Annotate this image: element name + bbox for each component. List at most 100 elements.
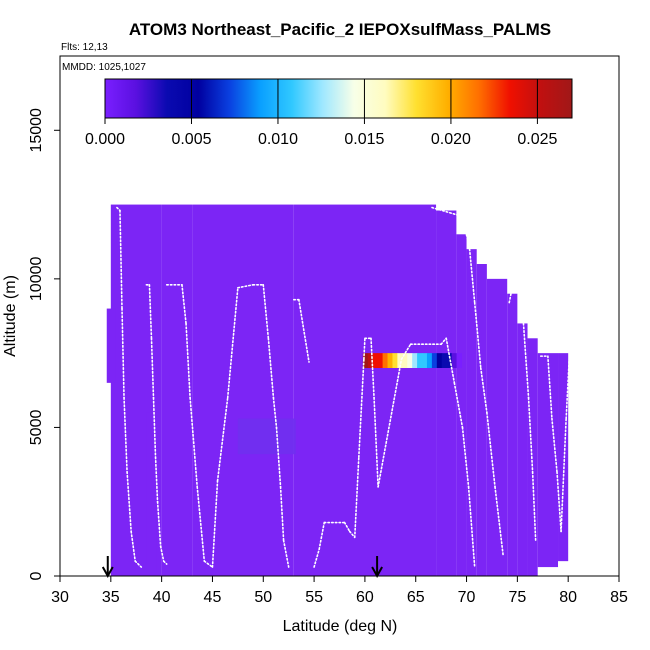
track-segment (216, 396, 229, 482)
track-segment (508, 281, 515, 304)
track-segment (486, 411, 496, 488)
track-segment (353, 456, 360, 539)
heatmap-cell (192, 204, 294, 576)
track-segment (522, 322, 530, 399)
track-segment (154, 456, 159, 503)
track-segment (440, 337, 448, 346)
colorbar-tick-label: 0.005 (171, 131, 211, 148)
y-axis: 0 5000 10000 15000 (28, 108, 60, 580)
track-segment (431, 206, 464, 218)
track-segment (148, 283, 153, 340)
track-segment (282, 539, 290, 568)
x-tick-label: 45 (204, 589, 222, 606)
track-segment (185, 322, 191, 399)
heatmap-cell (293, 204, 437, 576)
track-segment (527, 396, 534, 473)
track-segment (565, 358, 570, 420)
track-segment (150, 337, 155, 399)
track-segment (267, 337, 275, 399)
track-segment (237, 283, 254, 289)
heatmap-cell (537, 353, 559, 568)
anomaly-cell (382, 353, 389, 368)
anomaly-cell (397, 353, 403, 368)
heatmap-cell (476, 264, 487, 576)
anomaly-cell (377, 353, 384, 368)
flights-label: Flts: 12,13 (61, 42, 108, 53)
anomaly-cell (422, 353, 428, 368)
track-segment (556, 471, 562, 533)
heatmap-cell (527, 338, 538, 576)
track-segment (313, 548, 320, 568)
track-segment (189, 396, 199, 488)
track-segment (445, 337, 456, 384)
track-segment (203, 560, 214, 568)
y-tick-label: 15000 (28, 108, 45, 153)
anomaly-cell (431, 353, 438, 368)
track-segment (370, 337, 375, 399)
anomaly-cell (451, 353, 458, 368)
heatmap-cell (507, 293, 518, 576)
track-segment (262, 283, 270, 340)
track-segment (134, 560, 143, 568)
heatmap-cell (456, 234, 467, 576)
track-segment (181, 283, 187, 325)
x-tick-label: 75 (508, 589, 526, 606)
anomaly-cell (367, 353, 374, 368)
mmdd-label: MMDD: 1025,1027 (62, 62, 146, 73)
track-segment (123, 396, 128, 473)
x-tick-label: 40 (153, 589, 171, 606)
marker-arrow-head (101, 566, 114, 579)
colorbar-tick-label: 0.020 (431, 131, 471, 148)
track-segment (461, 426, 470, 488)
colorbar-tick-label: 0.025 (517, 131, 557, 148)
marker-arrow-head (371, 566, 383, 579)
track-segment (400, 343, 412, 360)
y-tick-label: 0 (28, 571, 45, 580)
x-axis: 30 35 40 45 50 55 60 65 70 75 80 85 (51, 576, 628, 606)
track-segment (275, 426, 282, 488)
x-tick-label: 50 (254, 589, 272, 606)
heatmap-cell (436, 210, 457, 576)
track-segment (130, 530, 137, 562)
track-segment (298, 298, 310, 363)
track-segment (152, 396, 157, 458)
anomaly-cell (436, 353, 443, 368)
track-segment (363, 337, 366, 360)
track-segment (531, 471, 537, 542)
track-segment (479, 367, 488, 414)
track-segment (467, 486, 476, 568)
track-segment (159, 545, 165, 562)
track-segment (473, 301, 482, 369)
heatmap-cell (558, 353, 569, 562)
track-segment (377, 358, 403, 488)
track-segment (211, 480, 219, 568)
colorbar-tick-label: 0.000 (85, 131, 125, 148)
track-segment (358, 358, 365, 458)
track-segment (547, 355, 553, 420)
x-tick-label: 35 (102, 589, 120, 606)
anomaly-cell (446, 353, 453, 368)
y-axis-label: Altitude (m) (2, 275, 19, 357)
anomaly-cell (441, 353, 448, 368)
x-tick-label: 85 (610, 589, 628, 606)
track-segment (343, 521, 351, 533)
anomaly-cell (407, 353, 413, 368)
track-segment (279, 486, 285, 542)
track-segment (512, 281, 520, 286)
anomaly-cell (456, 353, 462, 368)
y-tick-label: 10000 (28, 257, 45, 302)
anomaly-cell (362, 353, 369, 368)
plot-frame (59, 55, 620, 577)
heatmap-cell (466, 249, 477, 576)
track-segment (272, 396, 278, 429)
anomaly-cell (402, 353, 408, 368)
track-segment (226, 286, 239, 399)
anomaly-cell (387, 353, 393, 368)
track-segment (196, 486, 206, 562)
heatmap-cell (517, 323, 528, 576)
heatmap-cell (486, 278, 508, 576)
x-tick-label: 70 (458, 589, 476, 606)
track-segment (119, 209, 123, 310)
colorbar-ticks: 0.000 0.005 0.010 0.015 0.020 0.025 (85, 79, 558, 148)
